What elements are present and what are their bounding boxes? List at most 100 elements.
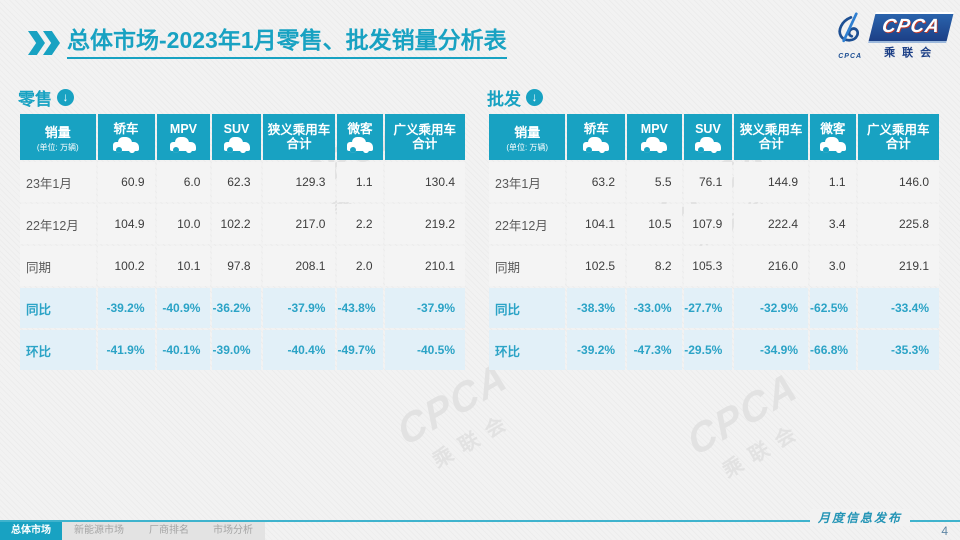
table-cell: -62.5%: [810, 288, 856, 328]
table-cell: 3.4: [810, 204, 856, 244]
table-cell: 217.0: [262, 204, 336, 244]
row-label: 同比: [20, 288, 96, 328]
row-label: 环比: [489, 330, 566, 370]
column-header-sedan: 轿车: [567, 114, 626, 160]
table-cell: 129.3: [262, 162, 336, 202]
tab-oem-ranking[interactable]: 厂商排名: [149, 525, 189, 536]
column-header-broad-pv-total: 广义乘用车 合计: [857, 114, 939, 160]
suv-car-icon: [223, 137, 250, 154]
footer-note: 月度信息发布: [809, 509, 910, 526]
column-header-broad-pv-total: 广义乘用车 合计: [384, 114, 465, 160]
table-cell: -39.2%: [97, 288, 155, 328]
table-cell: -41.9%: [97, 330, 155, 370]
emblem-caption: CPCA: [838, 53, 863, 60]
column-header-suv: SUV: [212, 114, 261, 160]
retail-label: 零售: [18, 89, 52, 109]
table-cell: -32.9%: [734, 288, 809, 328]
table-cell: -47.3%: [627, 330, 682, 370]
page-title: 总体市场-2023年1月零售、批发销量分析表: [67, 27, 507, 60]
column-header-mpv: MPV: [156, 114, 211, 160]
sedan-car-icon: [583, 137, 610, 154]
row-label: 22年12月: [489, 204, 566, 244]
table-cell: 100.2: [97, 246, 155, 286]
table-cell: 3.0: [810, 246, 856, 286]
retail-section-header: 零售: [18, 86, 467, 109]
wholesale-table: 销量 (单位: 万辆) 轿车 MPV SUV 狭义乘用车 合计 微客 广义乘用车 合计 23年1月 6…: [487, 112, 941, 372]
cpca-watermark: CPCA 乘联会: [681, 363, 809, 483]
down-arrow-circle-icon: [57, 88, 74, 106]
table-cell: 10.5: [627, 204, 682, 244]
row-label: 同期: [489, 246, 566, 286]
table-cell: 105.3: [683, 246, 733, 286]
table-cell: 225.8: [857, 204, 939, 244]
table-cell: -37.9%: [384, 288, 465, 328]
table-cell: 144.9: [734, 162, 809, 202]
table-cell: 208.1: [262, 246, 336, 286]
footer-divider: [0, 520, 960, 522]
row-label: 22年12月: [20, 204, 96, 244]
table-cell: 219.1: [857, 246, 939, 286]
table-cell: -27.7%: [683, 288, 733, 328]
table-cell: 1.1: [810, 162, 856, 202]
table-cell: 10.0: [156, 204, 211, 244]
column-header-microvan: 微客: [810, 114, 856, 160]
table-cell: 6.0: [156, 162, 211, 202]
column-header-sedan: 轿车: [97, 114, 155, 160]
cpca-emblem: CPCA: [832, 12, 868, 60]
table-cell: -33.0%: [627, 288, 682, 328]
table-cell: -35.3%: [857, 330, 939, 370]
table-cell: -34.9%: [734, 330, 809, 370]
table-cell: -49.7%: [337, 330, 383, 370]
cpca-emblem-icon: [838, 12, 860, 43]
table-cell: -39.2%: [567, 330, 626, 370]
table-cell: 5.5: [627, 162, 682, 202]
tab-overall-market[interactable]: 总体市场: [0, 522, 62, 540]
row-label: 23年1月: [20, 162, 96, 202]
microvan-car-icon: [347, 137, 374, 154]
table-cell: 102.2: [212, 204, 261, 244]
page-number: 4: [941, 524, 948, 538]
table-cell: 76.1: [683, 162, 733, 202]
table-cell: 222.4: [734, 204, 809, 244]
table-cell: 130.4: [384, 162, 465, 202]
table-cell: 102.5: [567, 246, 626, 286]
sales-unit-header: 销量 (单位: 万辆): [20, 114, 96, 160]
mpv-car-icon: [641, 137, 668, 154]
sedan-car-icon: [113, 137, 140, 154]
wholesale-section-header: 批发: [487, 86, 941, 109]
tab-nev-market[interactable]: 新能源市场: [74, 525, 124, 536]
cpca-watermark: CPCA 乘联会: [391, 353, 519, 473]
cpca-logo: CPCA CPCA 乘联会: [832, 12, 954, 60]
slide-header: 总体市场-2023年1月零售、批发销量分析表: [28, 27, 507, 60]
table-cell: -40.5%: [384, 330, 465, 370]
table-cell: -40.4%: [262, 330, 336, 370]
table-cell: 97.8: [212, 246, 261, 286]
table-cell: -39.0%: [212, 330, 261, 370]
cpca-wordmark: CPCA 乘联会: [868, 12, 954, 60]
retail-table: 销量 (单位: 万辆) 轿车 MPV SUV 狭义乘用车 合计 微客 广义乘用车 合计 23年1月 6…: [18, 112, 467, 372]
table-cell: -40.9%: [156, 288, 211, 328]
table-cell: 104.9: [97, 204, 155, 244]
table-cell: 1.1: [337, 162, 383, 202]
table-cell: -40.1%: [156, 330, 211, 370]
tab-market-analysis[interactable]: 市场分析: [213, 525, 253, 536]
table-cell: 62.3: [212, 162, 261, 202]
wholesale-label: 批发: [487, 89, 521, 109]
table-cell: 2.0: [337, 246, 383, 286]
row-label: 同比: [489, 288, 566, 328]
table-cell: -38.3%: [567, 288, 626, 328]
column-header-suv: SUV: [683, 114, 733, 160]
table-cell: 60.9: [97, 162, 155, 202]
table-cell: 107.9: [683, 204, 733, 244]
table-cell: -33.4%: [857, 288, 939, 328]
table-cell: -29.5%: [683, 330, 733, 370]
mpv-car-icon: [170, 137, 197, 154]
table-cell: 210.1: [384, 246, 465, 286]
table-cell: 219.2: [384, 204, 465, 244]
row-label: 环比: [20, 330, 96, 370]
double-chevron-icon: [28, 31, 60, 55]
column-header-microvan: 微客: [337, 114, 383, 160]
table-cell: 146.0: [857, 162, 939, 202]
